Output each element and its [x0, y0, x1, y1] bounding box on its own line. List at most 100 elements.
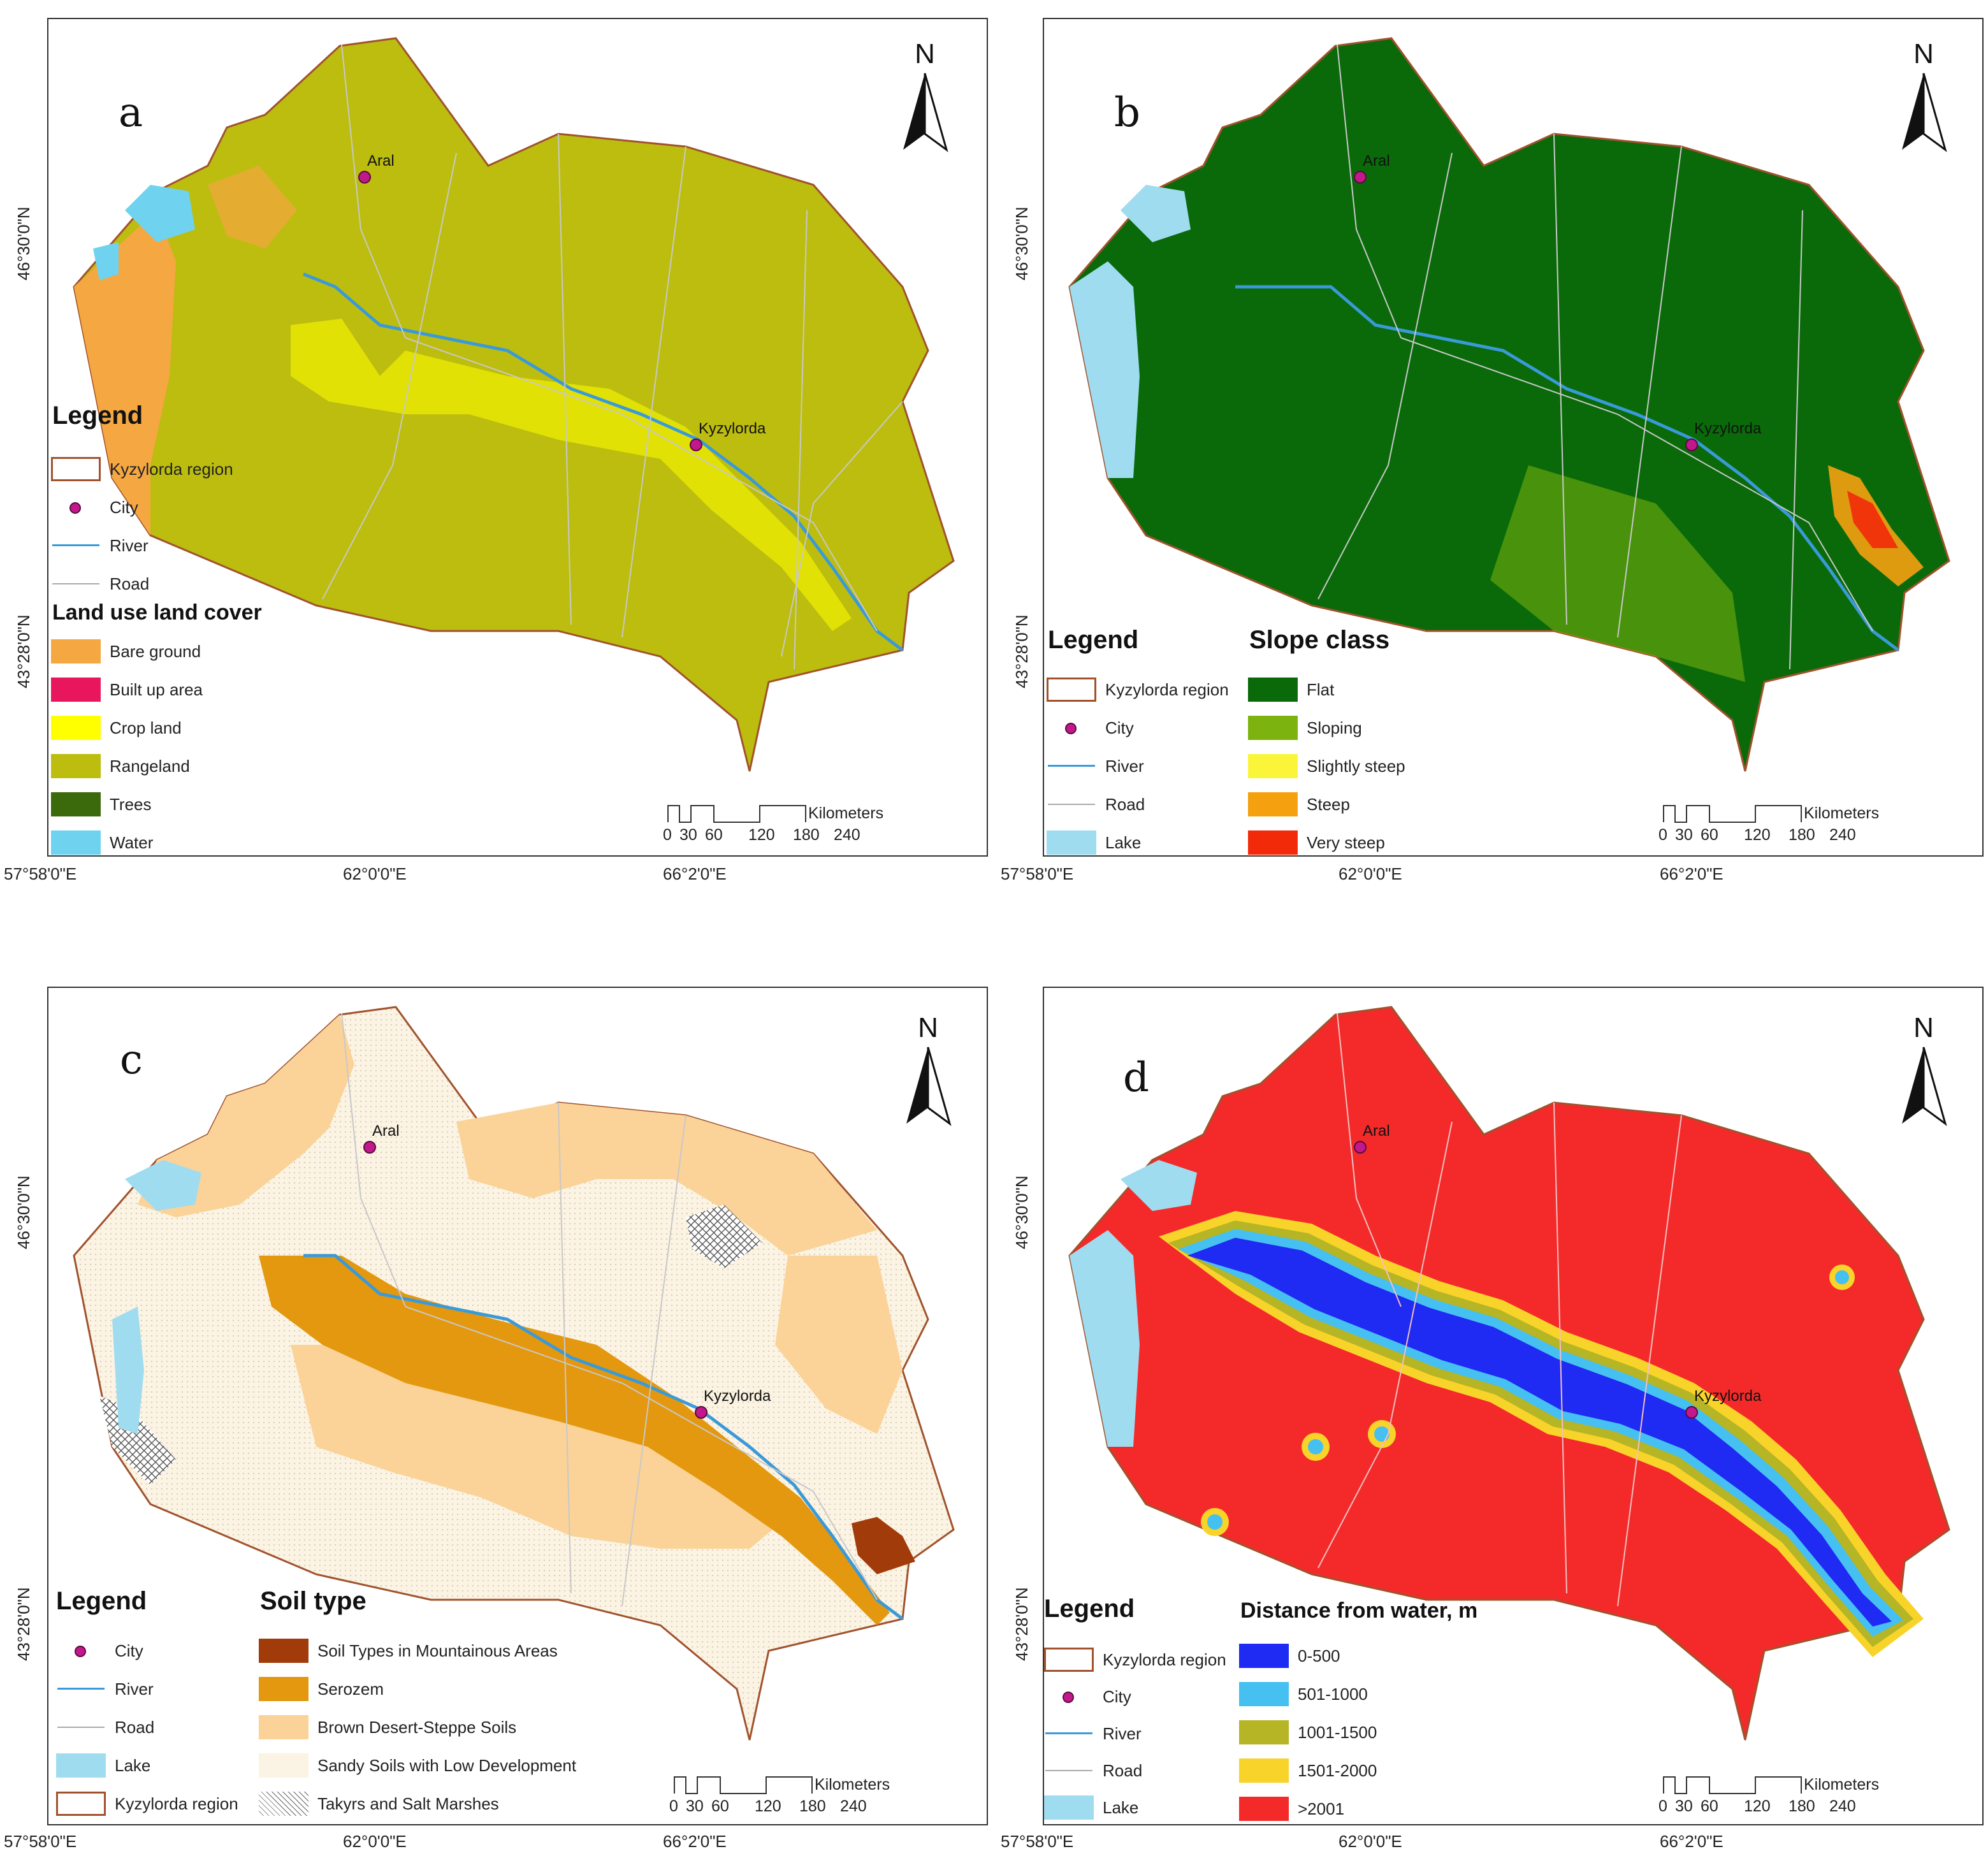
road-a3	[322, 152, 457, 600]
north-label: N	[918, 1012, 938, 1043]
road-c1	[341, 1013, 406, 1307]
legend-title-c: Legend	[56, 1587, 147, 1615]
city-aral-c	[363, 1141, 376, 1154]
scale-bar-c: 0 30 60 120 180 240 Kilometers	[669, 1776, 890, 1815]
river-line-b	[1235, 285, 1899, 651]
legend-class-title-c: Soil type	[260, 1587, 366, 1615]
lon-label-left: 57°58'0"E	[4, 864, 77, 883]
lon-label-right: 66°2'0"E	[1660, 1832, 1723, 1851]
legend-title-b: Legend	[1048, 626, 1139, 654]
road-d3	[1617, 1115, 1682, 1607]
legend-class-item: Sloping	[1248, 714, 1362, 742]
brown-desert-area2	[456, 1103, 877, 1256]
road-b3	[1317, 152, 1453, 600]
legend-class-item: Brown Desert-Steppe Soils	[259, 1713, 516, 1741]
legend-class-item: Steep	[1248, 790, 1350, 818]
road-b1	[1337, 44, 1402, 338]
legend-item-road: Road	[51, 570, 149, 598]
legend-item-river: River	[1044, 1720, 1142, 1748]
panel-letter-d: d	[1123, 1054, 1149, 1101]
bare-ground-area	[74, 210, 176, 535]
map-canvas-a: Aral Kyzylorda	[73, 37, 955, 772]
legend-class-item: Very steep	[1248, 829, 1385, 855]
serozem-belt	[259, 1256, 890, 1625]
legend-item-river: River	[1047, 752, 1144, 780]
river-line-a	[303, 272, 904, 651]
lake-shape-c2	[125, 1160, 201, 1211]
road-c3	[558, 1102, 572, 1594]
lat-label-bottom: 43°28'0"N	[1012, 1587, 1031, 1661]
lon-label-left: 57°58'0"E	[4, 1832, 77, 1851]
legend-item-city: City	[1044, 1683, 1131, 1711]
mountain-soil	[852, 1517, 915, 1574]
map-canvas-b: Aral Kyzylorda	[1068, 37, 1950, 772]
lon-label-right: 66°2'0"E	[1660, 864, 1723, 883]
lake-shape-d2	[1121, 1160, 1197, 1211]
road-a5	[621, 146, 686, 638]
lat-label-top: 46°30'0"N	[14, 1175, 33, 1249]
city-label: Kyzylorda	[1694, 420, 1762, 437]
legend-item-city: City	[56, 1637, 143, 1665]
city-label: Kyzylorda	[704, 1388, 771, 1405]
city-label: Kyzylorda	[1694, 1388, 1762, 1405]
city-kyzylorda-c	[695, 1406, 707, 1419]
legend-item-river: River	[51, 532, 149, 560]
legend-class-item: Rangeland	[51, 752, 190, 780]
city-kyzylorda-d	[1685, 1406, 1698, 1419]
legend-title-a: Legend	[52, 402, 143, 430]
legend-class-item: Serozem	[259, 1675, 384, 1703]
lon-label-left: 57°58'0"E	[1001, 1832, 1074, 1851]
road-d1	[1337, 1013, 1402, 1307]
north-arrow-icon	[1902, 73, 1947, 152]
legend-class-item: Slightly steep	[1248, 752, 1405, 780]
legend-class-item: Bare ground	[51, 637, 201, 665]
road-c2	[405, 1306, 878, 1600]
road-d2	[1553, 1102, 1567, 1594]
river-line-c	[303, 1254, 904, 1620]
lake-shape-b	[1070, 261, 1140, 478]
lat-label-bottom: 43°28'0"N	[1012, 614, 1031, 688]
band-0-500	[1187, 1238, 1892, 1627]
legend-class-item: Built up area	[51, 676, 203, 704]
legend-item-lake: Lake	[56, 1751, 150, 1780]
legend-class-item: 1001-1500	[1239, 1718, 1377, 1746]
legend-class-item: Crop land	[51, 714, 182, 742]
lon-label-right: 66°2'0"E	[663, 864, 727, 883]
legend-item-lake: Lake	[1044, 1794, 1138, 1822]
legend-class-item: Flat	[1248, 676, 1334, 704]
road-a2	[405, 337, 878, 632]
road-c4	[621, 1115, 686, 1607]
map-frame-b: Aral Kyzylorda b N Legend Kyzylorda regi…	[1043, 18, 1984, 857]
bare-ground-patch	[208, 166, 297, 249]
brown-desert-area3	[291, 1345, 788, 1549]
map-canvas-c: Aral Kyzylorda	[73, 1006, 955, 1741]
scale-bar-d: 0 30 60 120 180 240 Kilometers	[1658, 1776, 1880, 1815]
legend-class-item: 0-500	[1239, 1642, 1340, 1670]
lat-label-bottom: 43°28'0"N	[14, 614, 33, 688]
city-label: Aral	[367, 152, 395, 170]
band-501-1000	[1178, 1229, 1903, 1637]
brown-desert-area1	[138, 1015, 354, 1217]
legend-class-item: 1501-2000	[1239, 1757, 1377, 1785]
map-frame-d: Aral Kyzylorda d N Legend Kyzylorda regi…	[1043, 987, 1984, 1825]
road-b5	[1617, 146, 1682, 638]
panel-letter-b: b	[1114, 89, 1140, 136]
water-small	[93, 242, 119, 280]
legend-class-title-a: Land use land cover	[52, 600, 262, 625]
lat-label-top: 46°30'0"N	[1012, 1175, 1031, 1249]
lat-label-top: 46°30'0"N	[1012, 207, 1031, 280]
legend-class-item: >2001	[1239, 1795, 1344, 1823]
legend-item-region: Kyzylorda region	[1044, 1646, 1226, 1674]
lon-label-right: 66°2'0"E	[663, 1832, 727, 1851]
legend-title-d: Legend	[1044, 1595, 1135, 1623]
lon-label-mid: 62°0'0"E	[1339, 1832, 1402, 1851]
legend-class-item: Water	[51, 829, 153, 855]
map-frame-a: Aral Kyzylorda a N Legend Kyzylorda regi…	[47, 18, 988, 857]
city-label: Aral	[372, 1122, 400, 1140]
lat-label-bottom: 43°28'0"N	[14, 1587, 33, 1661]
road-b2	[1400, 337, 1873, 632]
water-aral	[125, 185, 195, 242]
lon-label-mid: 62°0'0"E	[1339, 864, 1402, 883]
north-arrow-a: N	[899, 38, 950, 153]
panel-letter-c: c	[120, 1036, 143, 1084]
